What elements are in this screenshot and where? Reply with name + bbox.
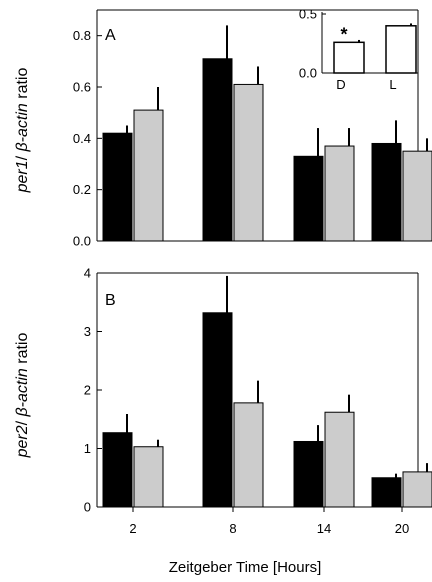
panel-b-x-ticks: 2 8 14 20 <box>129 507 409 536</box>
panel-a-ylabel-sep: / <box>14 151 31 160</box>
inset-bar-L <box>385 25 417 74</box>
panel-b: 0 1 2 3 4 2 8 14 20 B per2/ β-actin ratio Zeitg… <box>14 266 432 576</box>
panel-a-ylabel-gene: per1 <box>14 160 31 193</box>
panel-b-bar-series2-t20 <box>402 471 432 508</box>
panel-a-bar-series1-t8 <box>202 58 233 242</box>
panel-b-ylabel-ref: β-actin <box>14 368 31 417</box>
panel-a-label: A <box>105 27 116 44</box>
inset-significance-asterisk: * <box>340 24 347 44</box>
panel-a-bar-series1-t2 <box>102 132 133 242</box>
panel-b-ytick-label: 2 <box>84 383 91 398</box>
panel-a-bar-series2-t14 <box>324 145 355 242</box>
inset-ytick-label: 0.0 <box>299 66 317 81</box>
panel-b-ylabel-suffix: ratio <box>14 333 31 369</box>
panel-a-y-ticks: 0.0 0.2 0.4 0.6 0.8 <box>73 28 102 249</box>
panel-a-ylabel-ref: β-actin <box>14 103 31 152</box>
inset-ytick-label: 0.5 <box>299 7 317 22</box>
panel-b-bar-series2-t2 <box>133 446 164 508</box>
panel-a-bar-series1-t14 <box>293 155 324 242</box>
panel-a-bar-series2-t8 <box>233 83 264 242</box>
panel-b-ylabel-sep: / <box>14 416 31 425</box>
panel-a-ylabel-suffix: ratio <box>14 68 31 104</box>
panel-a-inset: 0.0 0.5 D * L <box>299 7 418 92</box>
panel-b-bar-series1-t20 <box>371 477 402 508</box>
inset-bar-D <box>333 41 365 74</box>
panel-a-ytick-label: 0.6 <box>73 80 91 95</box>
panel-b-y-axis-label: per2/ β-actin ratio <box>14 333 31 459</box>
x-tick-label-14: 14 <box>317 521 331 536</box>
panel-a-ytick-label: 0.0 <box>73 234 91 249</box>
panel-a-bar-series1-t20 <box>371 142 402 242</box>
inset-bars: D * L <box>333 23 417 92</box>
panel-a-bar-series2-t20 <box>402 150 432 242</box>
panel-b-bar-series2-t8 <box>233 402 264 508</box>
inset-x-label-L: L <box>389 77 396 92</box>
panel-a-y-axis-label: per1/ β-actin ratio <box>14 68 31 194</box>
panel-b-label: B <box>105 292 116 309</box>
x-tick-label-8: 8 <box>229 521 236 536</box>
panel-b-bar-series2-t14 <box>324 411 355 508</box>
x-tick-label-20: 20 <box>395 521 409 536</box>
x-axis-label: Zeitgeber Time [Hours] <box>169 559 322 576</box>
panel-b-ytick-label: 1 <box>84 441 91 456</box>
panel-b-y-ticks: 0 1 2 3 4 <box>84 266 102 515</box>
panel-b-ylabel-gene: per2 <box>14 425 31 458</box>
panel-b-bars <box>102 275 432 508</box>
panel-a: 0.0 0.2 0.4 0.6 0.8 A per1/ β-actin ratio 0.… <box>14 7 432 249</box>
panel-b-ytick-label: 3 <box>84 324 91 339</box>
panel-a-bars <box>102 25 432 242</box>
panel-b-bar-series1-t2 <box>102 432 133 508</box>
panel-a-ytick-label: 0.8 <box>73 28 91 43</box>
panel-b-ytick-label: 4 <box>84 266 91 281</box>
inset-y-ticks: 0.0 0.5 <box>299 7 326 81</box>
panel-b-ytick-label: 0 <box>84 500 91 515</box>
panel-a-ytick-label: 0.4 <box>73 131 91 146</box>
panel-a-ytick-label: 0.2 <box>73 182 91 197</box>
panel-b-bar-series1-t14 <box>293 440 324 508</box>
panel-b-bar-series1-t8 <box>202 312 233 508</box>
x-tick-label-2: 2 <box>129 521 136 536</box>
inset-x-label-D: D <box>336 77 345 92</box>
panel-a-bar-series2-t2 <box>133 109 164 242</box>
